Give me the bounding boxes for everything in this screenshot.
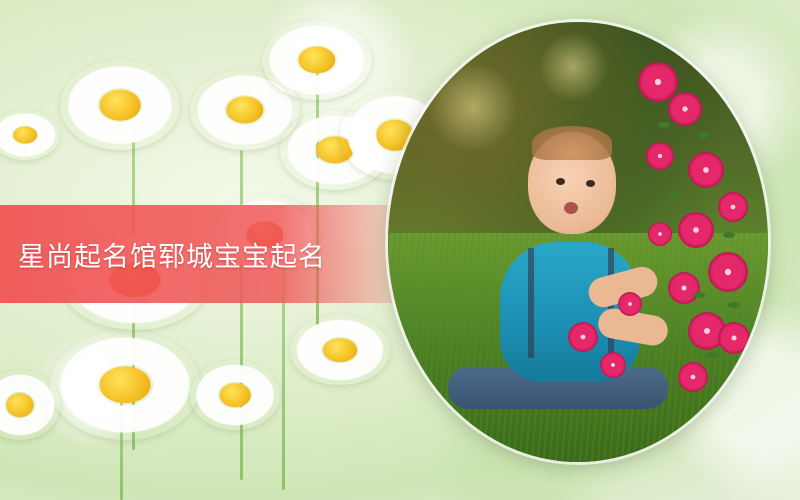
flower-stem: [316, 70, 319, 330]
flower-stem: [240, 150, 243, 480]
pink-flower: [568, 322, 598, 352]
pink-flower: [618, 292, 642, 316]
title-banner: 星尚起名馆郓城宝宝起名: [0, 205, 430, 303]
pink-flower: [668, 272, 700, 304]
pink-flower: [678, 212, 714, 248]
pink-flower: [600, 352, 626, 378]
banner-title: 星尚起名馆郓城宝宝起名: [18, 241, 326, 273]
pink-flower: [678, 362, 708, 392]
daisy-flower: [60, 60, 180, 150]
pink-flower: [638, 62, 678, 102]
daisy-flower: [0, 110, 60, 160]
daisy-flower: [190, 360, 280, 430]
daisy-flower: [50, 330, 200, 440]
pink-flower: [668, 92, 702, 126]
baby-hair: [532, 126, 612, 160]
pink-flower: [718, 192, 748, 222]
pink-flower: [688, 152, 724, 188]
daisy-flower: [262, 20, 372, 100]
pink-flower: [646, 142, 674, 170]
flower-stem: [282, 250, 285, 490]
baby-photo: [388, 22, 768, 462]
pink-flower: [708, 252, 748, 292]
pink-flower: [648, 222, 672, 246]
daisy-flower: [290, 315, 390, 385]
flower-stem: [120, 380, 123, 500]
pink-flower: [718, 322, 750, 354]
